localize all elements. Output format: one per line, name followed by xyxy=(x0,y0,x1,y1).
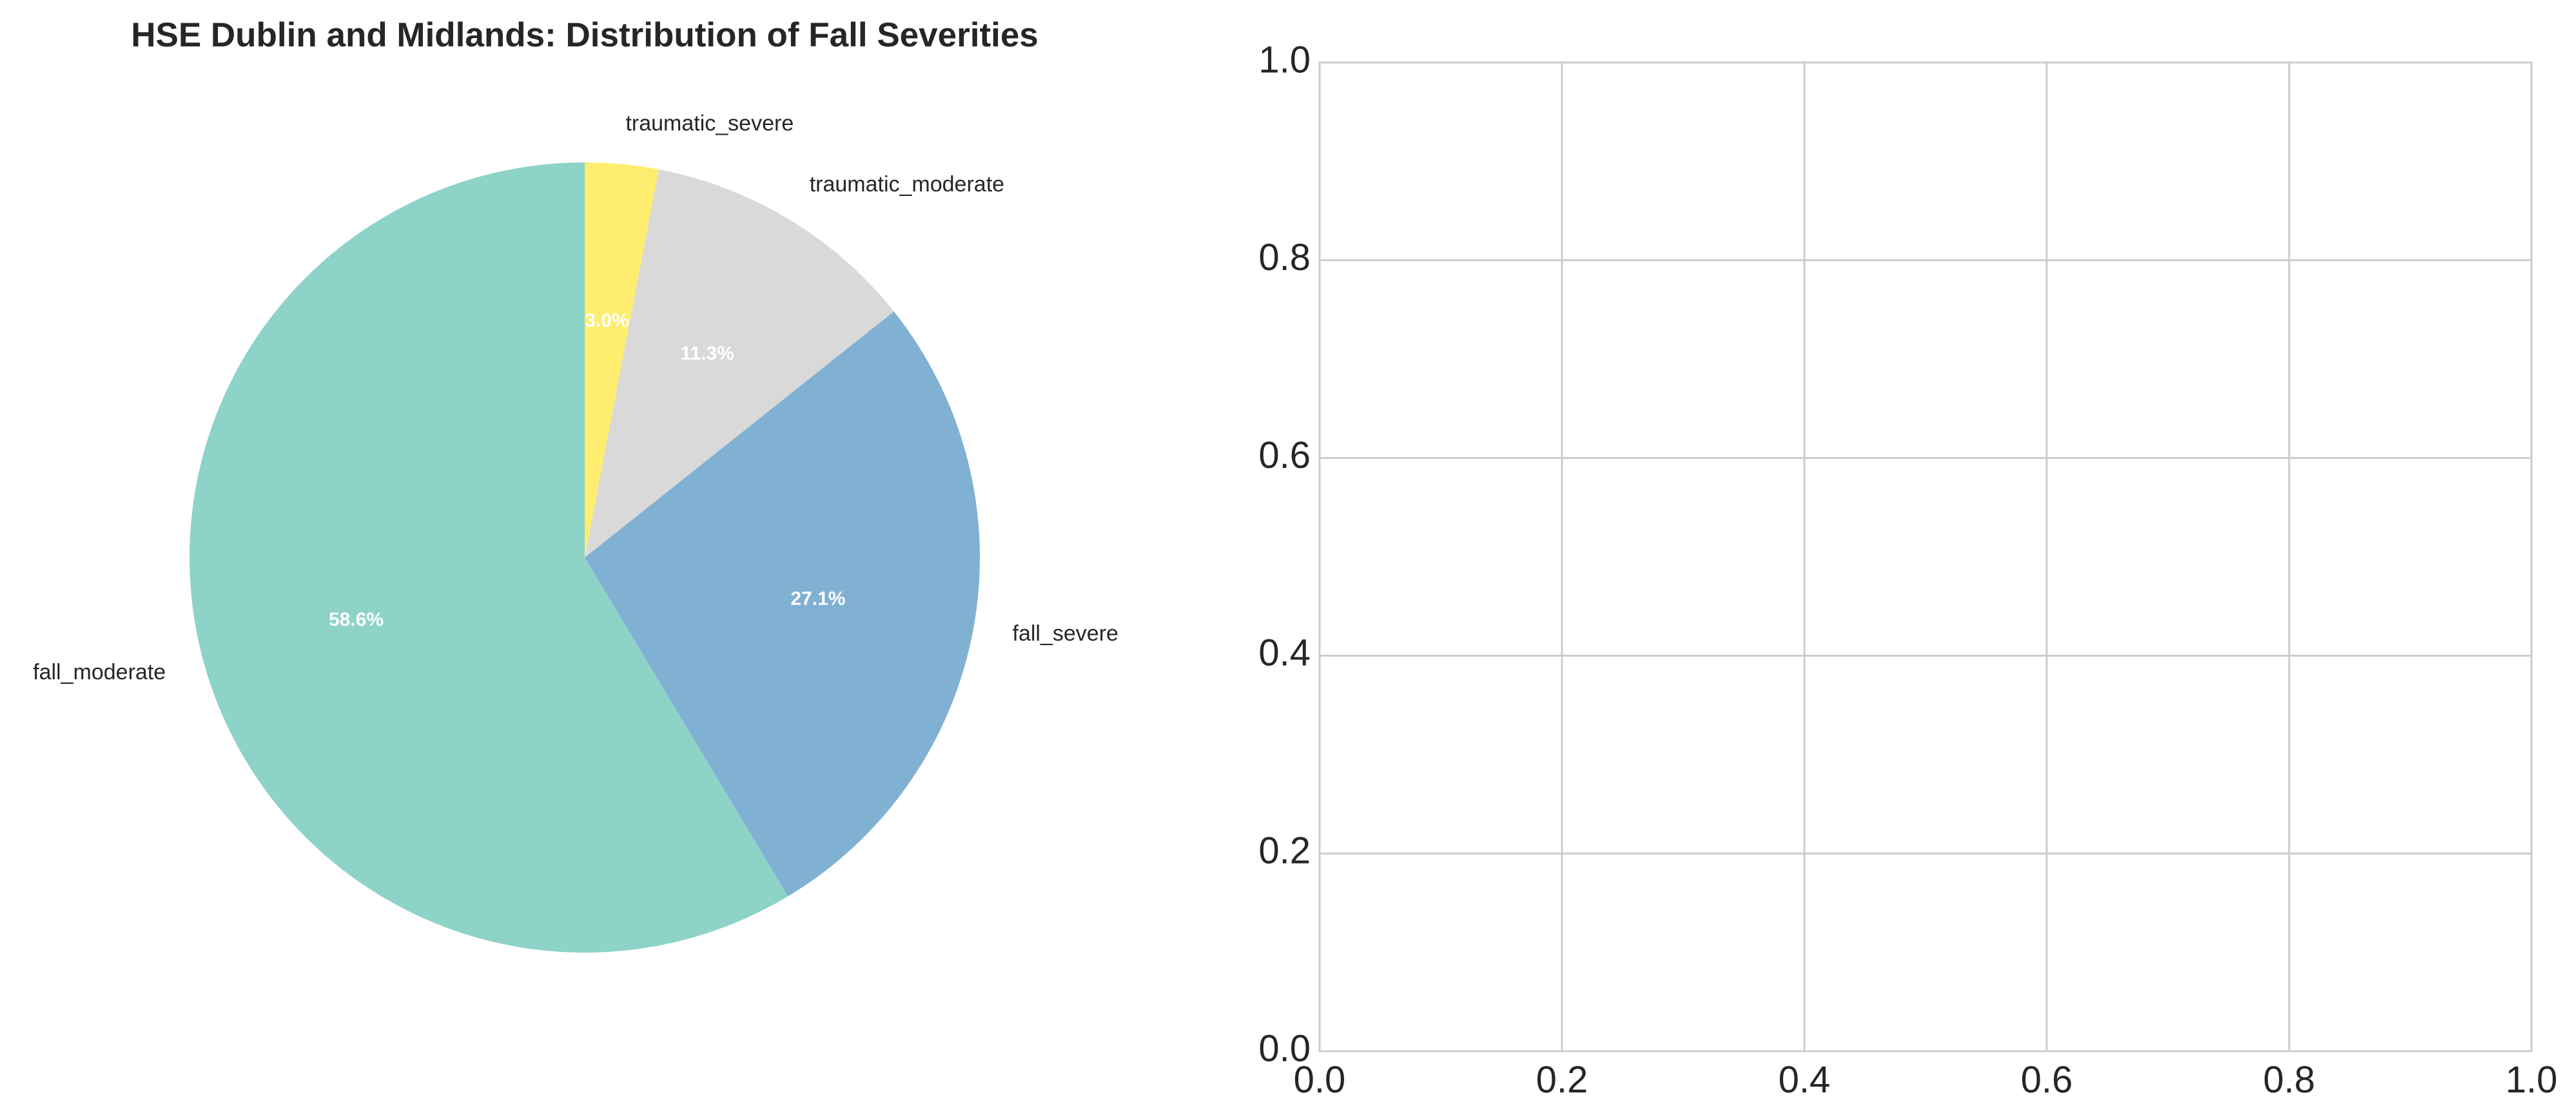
pie-percent-label: 27.1% xyxy=(790,588,845,609)
y-tick-labels: 0.0 0.2 0.4 0.6 0.8 1.0 xyxy=(1258,39,1311,1069)
x-tick-label: 0.2 xyxy=(1536,1059,1588,1101)
pie-chart-title: HSE Dublin and Midlands: Distribution of… xyxy=(131,16,1039,54)
y-tick-label: 0.2 xyxy=(1258,830,1311,872)
y-tick-label: 0.6 xyxy=(1258,434,1311,476)
pie-slice-traumatic-severe xyxy=(585,162,659,558)
pie-slice-label: fall_severe xyxy=(1013,621,1118,646)
pie-slice-fall-moderate xyxy=(189,162,788,953)
pie-slices xyxy=(189,162,980,953)
pie-slice-labels: fall_moderate fall_severe traumatic_modera… xyxy=(33,112,1118,684)
x-tick-label: 1.0 xyxy=(2506,1059,2558,1101)
pie-slice-label: fall_moderate xyxy=(33,660,166,684)
pie-slice-traumatic-moderate xyxy=(585,169,894,558)
pie-percent-label: 3.0% xyxy=(585,310,629,331)
y-tick-label: 1.0 xyxy=(1258,39,1311,81)
pie-slice-label: traumatic_severe xyxy=(625,112,794,136)
pie-percent-label: 11.3% xyxy=(680,343,734,364)
empty-axes-chart: 0.0 0.2 0.4 0.6 0.8 1.0 0.0 0.2 0.4 0.6 0.8 1.0 xyxy=(1258,39,2557,1101)
pie-percent-labels: 58.6% 27.1% 11.3% 3.0% xyxy=(329,310,845,630)
y-tick-label: 0.8 xyxy=(1258,237,1311,278)
x-tick-label: 0.8 xyxy=(2263,1059,2316,1101)
y-tick-label: 0.4 xyxy=(1258,632,1311,674)
pie-percent-label: 58.6% xyxy=(329,609,384,630)
pie-chart: HSE Dublin and Midlands: Distribution of… xyxy=(33,16,1118,953)
pie-slice-fall-severe xyxy=(585,311,980,897)
x-tick-label: 0.6 xyxy=(2021,1059,2073,1101)
plot-area xyxy=(1320,63,2532,1051)
x-tick-label: 0.0 xyxy=(1294,1059,1346,1101)
plot-frame xyxy=(1318,61,2533,1052)
x-tick-label: 0.4 xyxy=(1779,1059,1831,1101)
pie-slice-label: traumatic_moderate xyxy=(810,172,1004,197)
x-tick-labels: 0.0 0.2 0.4 0.6 0.8 1.0 xyxy=(1294,1059,2558,1101)
y-tick-label: 0.0 xyxy=(1258,1027,1311,1069)
